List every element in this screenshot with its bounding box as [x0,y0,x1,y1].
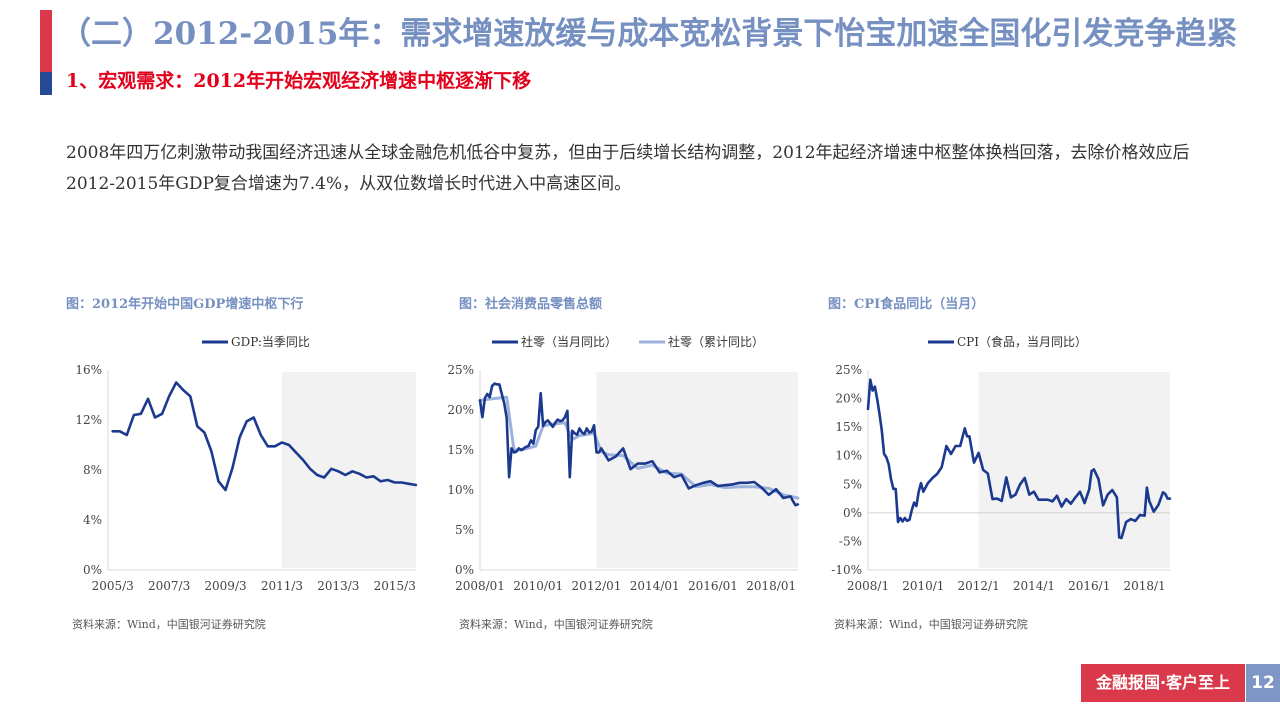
legend-label: 社零（当月同比） [521,334,617,349]
legend-label: GDP:当季同比 [231,335,310,349]
x-tick-label: 2010/01 [513,579,563,593]
y-tick-label: 5% [455,523,474,537]
y-tick-label: 20% [447,403,474,417]
y-tick-label: 5% [843,477,862,491]
series-line [478,382,800,507]
accent-bar-blue [40,72,52,95]
shaded-period [281,372,416,568]
chart-source-cpi-food: 资料来源：Wind，中国银河证券研究院 [834,618,1028,631]
x-tick-label: 2012/1 [958,579,1000,593]
chart-title-retail: 图：社会消费品零售总额 [459,297,603,312]
y-tick-label: 15% [835,420,862,434]
y-tick-label: 8% [83,463,102,477]
shaded-period [596,372,798,568]
x-tick-label: 2008/01 [455,579,505,593]
title-accent-bar [40,10,52,95]
section-subtitle: 1、宏观需求：2012年开始宏观经济增速中枢逐渐下移 [66,70,532,92]
x-tick-label: 2007/3 [148,579,190,593]
chart-title-cpi-food: 图：CPI食品同比（当月） [828,297,985,312]
x-tick-label: 2015/3 [374,579,416,593]
chart-source-gdp: 资料来源：Wind，中国银河证券研究院 [72,618,266,631]
page-number: 12 [1246,664,1280,702]
footer-slogan: 金融报国·客户至上 [1081,664,1245,702]
y-tick-label: 10% [447,483,474,497]
y-tick-label: 15% [447,443,474,457]
legend-label: 社零（累计同比） [668,334,764,349]
series-line [478,395,800,500]
y-tick-label: 0% [83,563,102,577]
x-tick-label: 2011/3 [261,579,303,593]
y-tick-label: -5% [839,534,862,548]
series-line [866,378,1172,540]
y-tick-label: 25% [835,363,862,377]
shaded-period [978,372,1170,568]
x-tick-label: 2008/1 [847,579,889,593]
chart-source-retail: 资料来源：Wind，中国银河证券研究院 [459,618,653,631]
x-tick-label: 2010/1 [902,579,944,593]
body-paragraph: 2008年四万亿刺激带动我国经济迅速从全球金融危机低谷中复苏，但由于后续增长结构… [66,143,1190,194]
x-tick-label: 2014/1 [1013,579,1055,593]
y-tick-label: 0% [843,506,862,520]
x-tick-label: 2013/3 [317,579,359,593]
y-tick-label: 10% [835,449,862,463]
chart-gdp: 0% 4% 8% 12% 16% 2005/3 2007/3 2009/3 2011/3 2013… [75,335,418,593]
x-tick-label: 2018/01 [746,579,796,593]
y-tick-label: 16% [75,363,102,377]
x-tick-label: 2016/1 [1068,579,1110,593]
chart-cpi-food: -10% -5% 0% 5% 10% 15% 20% 25% 2008/1 2010/1 2012/… [831,334,1172,593]
y-tick-label: 4% [83,513,102,527]
legend-label: CPI（食品，当月同比） [957,334,1087,349]
y-tick-label: -10% [831,563,862,577]
y-tick-label: 25% [447,363,474,377]
x-tick-label: 2014/01 [630,579,680,593]
y-tick-label: 12% [75,413,102,427]
x-tick-label: 2016/01 [688,579,738,593]
y-tick-label: 0% [455,563,474,577]
chart-title-gdp: 图：2012年开始中国GDP增速中枢下行 [66,297,304,312]
x-tick-label: 2009/3 [204,579,246,593]
y-tick-label: 20% [835,392,862,406]
slide-title: （二）2012-2015年：需求增速放缓与成本宽松背景下怡宝加速全国化引发竞争趋… [60,16,1238,52]
x-tick-label: 2018/1 [1123,579,1165,593]
x-tick-label: 2005/3 [92,579,134,593]
accent-bar-red [40,10,52,72]
series-line [111,381,418,492]
x-tick-label: 2012/01 [572,579,622,593]
chart-retail: 0% 5% 10% 15% 20% 25% 2008/01 2010/01 2012/01 201… [447,334,800,593]
